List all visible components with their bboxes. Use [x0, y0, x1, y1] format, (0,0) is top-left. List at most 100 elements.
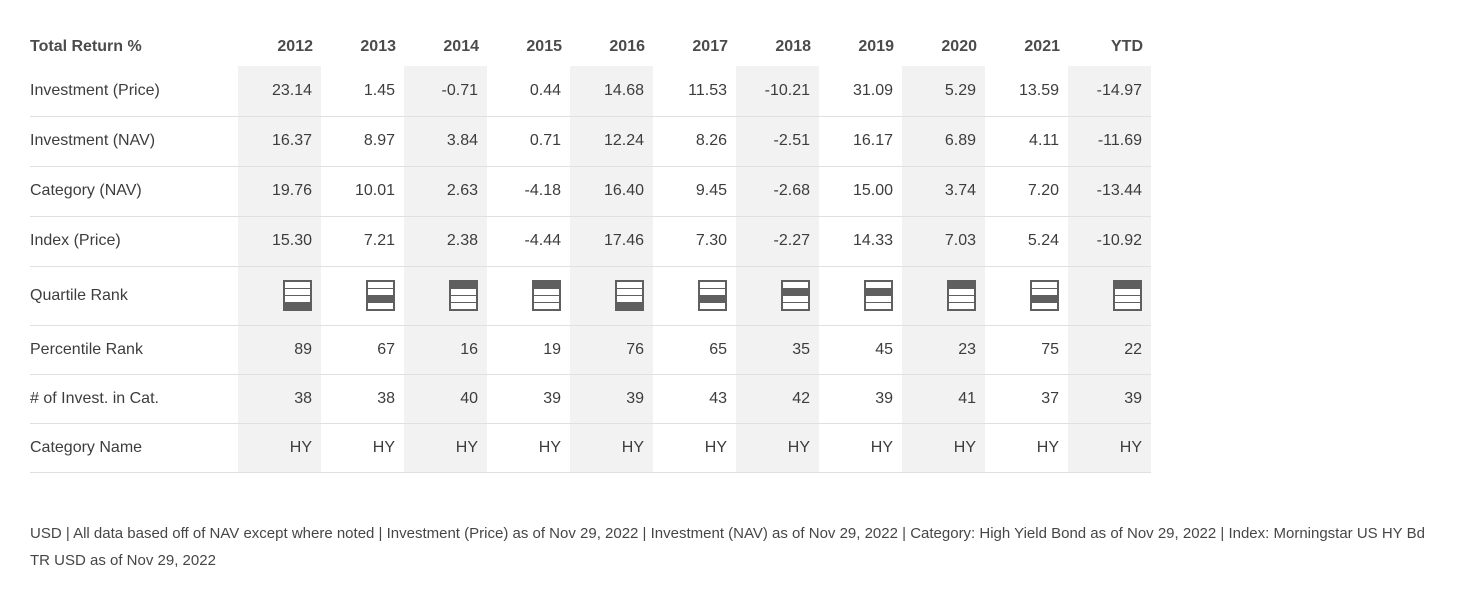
year-header: 2016: [609, 37, 645, 55]
value-cell: 41: [902, 374, 985, 424]
value-cell: 42: [736, 374, 819, 424]
value-cell: -10.92: [1068, 216, 1151, 267]
value-cell: 39: [570, 374, 653, 424]
value-cell: -0.71: [404, 66, 487, 117]
row-category-name: Category Name HY HY HY HY HY HY HY HY HY…: [30, 423, 1151, 473]
value-cell: 10.01: [321, 166, 404, 217]
year-header: 2018: [775, 37, 811, 55]
value-cell: HY: [1068, 423, 1151, 473]
quartile-cell: [570, 266, 653, 326]
value-cell: 7.21: [321, 216, 404, 267]
value-cell: 2.63: [404, 166, 487, 217]
value-cell: 38: [321, 374, 404, 424]
value-cell: 39: [1068, 374, 1151, 424]
year-header-ytd: YTD: [1111, 37, 1143, 55]
row-label: Category Name: [30, 423, 238, 473]
value-cell: 7.03: [902, 216, 985, 267]
row-index-price: Index (Price) 15.30 7.21 2.38 -4.44 17.4…: [30, 216, 1151, 267]
quartile-rank-icon: [615, 280, 644, 311]
value-cell: 16: [404, 325, 487, 375]
value-cell: 15.30: [238, 216, 321, 267]
value-cell: -14.97: [1068, 66, 1151, 117]
value-cell: HY: [570, 423, 653, 473]
quartile-cell: [321, 266, 404, 326]
year-header: 2019: [858, 37, 894, 55]
value-cell: 0.44: [487, 66, 570, 117]
row-quartile-rank: Quartile Rank: [30, 266, 1151, 326]
value-cell: 11.53: [653, 66, 736, 117]
quartile-rank-icon: [947, 280, 976, 311]
value-cell: 8.26: [653, 116, 736, 167]
value-cell: 16.37: [238, 116, 321, 167]
quartile-rank-icon: [1030, 280, 1059, 311]
row-label: Category (NAV): [30, 166, 238, 217]
year-header: 2020: [941, 37, 977, 55]
row-category-nav: Category (NAV) 19.76 10.01 2.63 -4.18 16…: [30, 166, 1151, 217]
row-label: Quartile Rank: [30, 266, 238, 326]
value-cell: 45: [819, 325, 902, 375]
value-cell: 16.40: [570, 166, 653, 217]
value-cell: 7.20: [985, 166, 1068, 217]
value-cell: 22: [1068, 325, 1151, 375]
row-label: Investment (Price): [30, 66, 238, 117]
value-cell: HY: [902, 423, 985, 473]
value-cell: HY: [736, 423, 819, 473]
value-cell: 14.33: [819, 216, 902, 267]
value-cell: 9.45: [653, 166, 736, 217]
value-cell: 38: [238, 374, 321, 424]
value-cell: -2.27: [736, 216, 819, 267]
total-return-table: Total Return % 2012 2013 2014 2015 2016 …: [30, 27, 1151, 473]
row-label: Investment (NAV): [30, 116, 238, 167]
value-cell: HY: [404, 423, 487, 473]
value-cell: 31.09: [819, 66, 902, 117]
quartile-cell: [487, 266, 570, 326]
year-header: 2012: [277, 37, 313, 55]
row-num-investments: # of Invest. in Cat. 38 38 40 39 39 43 4…: [30, 374, 1151, 424]
quartile-cell: [404, 266, 487, 326]
value-cell: 2.38: [404, 216, 487, 267]
value-cell: 17.46: [570, 216, 653, 267]
quartile-rank-icon: [366, 280, 395, 311]
value-cell: HY: [985, 423, 1068, 473]
value-cell: 6.89: [902, 116, 985, 167]
value-cell: 23: [902, 325, 985, 375]
value-cell: HY: [819, 423, 902, 473]
footnote: USD | All data based off of NAV except w…: [30, 524, 1425, 569]
value-cell: -4.44: [487, 216, 570, 267]
performance-panel: Total Return % 2012 2013 2014 2015 2016 …: [30, 27, 1425, 569]
quartile-rank-icon: [781, 280, 810, 311]
row-label: Percentile Rank: [30, 325, 238, 375]
quartile-cell: [819, 266, 902, 326]
value-cell: 76: [570, 325, 653, 375]
row-percentile-rank: Percentile Rank 89 67 16 19 76 65 35 45 …: [30, 325, 1151, 375]
value-cell: 5.24: [985, 216, 1068, 267]
value-cell: 75: [985, 325, 1068, 375]
row-investment-price: Investment (Price) 23.14 1.45 -0.71 0.44…: [30, 66, 1151, 117]
row-label: Index (Price): [30, 216, 238, 267]
value-cell: 65: [653, 325, 736, 375]
quartile-cell: [1068, 266, 1151, 326]
row-investment-nav: Investment (NAV) 16.37 8.97 3.84 0.71 12…: [30, 116, 1151, 167]
quartile-cell: [238, 266, 321, 326]
value-cell: HY: [487, 423, 570, 473]
value-cell: -13.44: [1068, 166, 1151, 217]
value-cell: 7.30: [653, 216, 736, 267]
year-header: 2021: [1024, 37, 1060, 55]
year-header: 2017: [692, 37, 728, 55]
value-cell: 19: [487, 325, 570, 375]
quartile-rank-icon: [1113, 280, 1142, 311]
value-cell: HY: [238, 423, 321, 473]
table-title: Total Return %: [30, 37, 142, 55]
value-cell: -4.18: [487, 166, 570, 217]
value-cell: 1.45: [321, 66, 404, 117]
quartile-cell: [736, 266, 819, 326]
value-cell: 5.29: [902, 66, 985, 117]
value-cell: 13.59: [985, 66, 1068, 117]
value-cell: 3.84: [404, 116, 487, 167]
quartile-rank-icon: [532, 280, 561, 311]
value-cell: -2.51: [736, 116, 819, 167]
value-cell: 8.97: [321, 116, 404, 167]
value-cell: 43: [653, 374, 736, 424]
value-cell: 40: [404, 374, 487, 424]
value-cell: HY: [321, 423, 404, 473]
